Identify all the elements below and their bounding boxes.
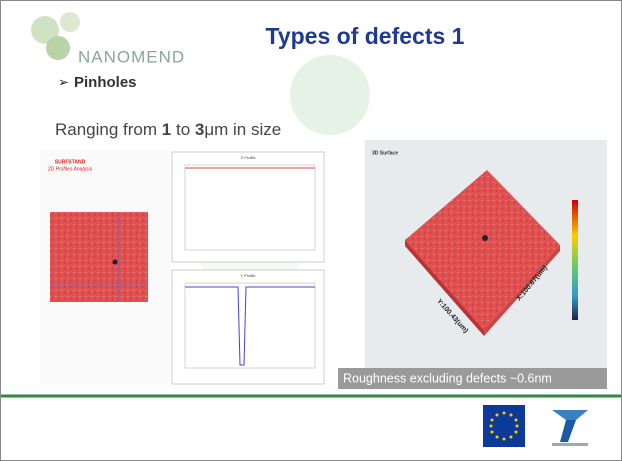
page: NANOMEND Types of defects 1 ➢ Pinholes R… (0, 0, 622, 461)
figure-title: SURFSTAND (55, 159, 86, 165)
profile-title: Y Profile (240, 273, 256, 278)
bullet-marker: ➢ (58, 74, 69, 89)
slide: NANOMEND Types of defects 1 ➢ Pinholes R… (0, 0, 622, 461)
caption-part: Ranging from (55, 120, 162, 139)
caption-part: μm in size (204, 120, 281, 139)
logo-text: NANOMEND (78, 47, 185, 66)
caption: Ranging from 1 to 3μm in size (55, 120, 281, 139)
figure-subtitle: 2D Profiles Analysis (47, 166, 93, 172)
color-bar (572, 200, 578, 320)
profile-title: X Profile (240, 155, 256, 160)
note: Roughness excluding defects ~0.6nm (343, 371, 552, 385)
bullet-text: Pinholes (74, 74, 137, 91)
slide-title: Types of defects 1 (266, 23, 465, 49)
figure-title: 3D Surface (372, 150, 398, 156)
surface-map (50, 212, 148, 302)
caption-part: 1 (162, 120, 171, 139)
caption-part: 3 (195, 120, 204, 139)
figure-3d: 3D Surface Y:100.43(um) X:100.67(um) (365, 140, 607, 368)
eu-flag (483, 405, 525, 447)
caption-part: to (171, 120, 195, 139)
